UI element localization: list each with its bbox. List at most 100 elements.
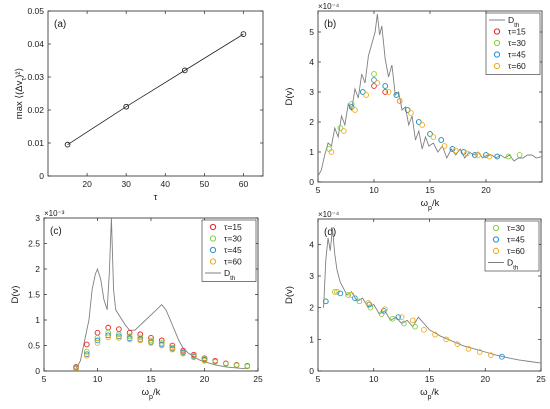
data-point xyxy=(499,353,505,360)
legend-marker-swatch xyxy=(493,62,501,70)
x-tick-label: 20 xyxy=(200,374,210,384)
data-point xyxy=(331,288,338,295)
x-tick-label: 20 xyxy=(82,179,92,189)
legend-marker-swatch xyxy=(209,235,217,242)
y-tick-label: 4 xyxy=(309,57,314,67)
data-point xyxy=(322,298,329,305)
data-point xyxy=(116,335,122,341)
data-point xyxy=(404,107,411,113)
data-point xyxy=(352,107,358,113)
legend-marker-swatch xyxy=(492,224,500,232)
y-tick-label: 1 xyxy=(309,334,314,344)
series-line-Dth xyxy=(75,218,248,369)
data-point xyxy=(181,67,188,74)
data-point xyxy=(137,334,144,341)
data-point xyxy=(454,341,461,347)
x-axis-label: τ xyxy=(154,192,158,203)
data-point xyxy=(158,342,165,349)
data-point xyxy=(475,152,482,158)
data-point xyxy=(486,153,493,160)
data-point xyxy=(83,352,90,359)
x-tick-label: 25 xyxy=(536,374,546,384)
data-point xyxy=(380,307,387,314)
legend-entry: Dth xyxy=(508,15,520,29)
data-point xyxy=(374,80,381,86)
x-tick-label: 10 xyxy=(369,374,379,384)
data-point xyxy=(464,150,470,157)
legend-entry: τ=60 xyxy=(507,246,525,256)
data-point xyxy=(190,354,197,361)
legend-marker-swatch xyxy=(492,236,500,243)
data-point xyxy=(337,290,344,297)
legend: τ=30 τ=45τ=60 Dth xyxy=(484,220,540,272)
x-tick-label: 40 xyxy=(161,179,171,189)
data-point xyxy=(126,336,133,343)
series-group xyxy=(73,218,251,371)
data-point xyxy=(412,323,418,330)
data-point xyxy=(337,125,344,131)
y-exponent-label: ×10⁻⁴ xyxy=(318,210,340,219)
data-point xyxy=(94,340,101,346)
y-tick-label: 0 xyxy=(39,171,44,181)
x-tick-label: 5 xyxy=(316,185,321,195)
legend-box xyxy=(201,219,257,282)
data-point xyxy=(116,331,122,338)
x-tick-label: 5 xyxy=(42,374,47,384)
y-tick-label: 4 xyxy=(309,239,314,249)
x-axis-label: ωp/k xyxy=(421,198,440,212)
y-tick-label: 0 xyxy=(309,177,314,187)
data-point xyxy=(408,110,414,116)
series-group xyxy=(64,31,247,148)
data-point xyxy=(385,89,392,95)
data-point xyxy=(169,346,176,353)
data-point xyxy=(73,366,79,371)
legend-marker-swatch xyxy=(493,28,501,35)
data-point xyxy=(363,92,370,98)
data-point xyxy=(334,288,340,295)
data-point xyxy=(427,131,433,137)
x-tick-label: 25 xyxy=(253,374,263,384)
data-point xyxy=(476,349,483,355)
data-point xyxy=(382,306,388,313)
x-tick-label: 5 xyxy=(316,374,321,384)
legend-marker-swatch xyxy=(493,51,501,58)
data-point xyxy=(180,350,186,357)
legend-entry: τ=45 xyxy=(507,235,525,245)
data-point xyxy=(471,152,478,158)
legend-entry: Dth xyxy=(224,268,236,282)
data-point xyxy=(371,71,377,77)
data-point xyxy=(432,331,438,338)
data-point xyxy=(430,134,437,140)
data-point xyxy=(395,314,402,321)
legend-entry: τ=15 xyxy=(508,27,526,37)
data-point xyxy=(483,152,489,158)
legend-entry: Dth xyxy=(507,258,519,272)
data-point xyxy=(398,314,405,321)
x-tick-label: 20 xyxy=(481,185,491,195)
data-point xyxy=(223,361,229,367)
data-point xyxy=(449,146,456,152)
y-tick-label: 1 xyxy=(309,147,314,157)
y-tick-label: 3 xyxy=(35,213,40,223)
data-point xyxy=(382,83,389,89)
panel-a: 20 30 40 50 60 0 0.01 0.02 0.03 0.04 0.05 τ max ⟨(Δv… xyxy=(14,6,264,203)
data-point xyxy=(348,292,355,298)
x-tick-label: 10 xyxy=(369,185,379,195)
data-point xyxy=(393,92,400,98)
legend-marker-swatch xyxy=(209,258,217,265)
series-group xyxy=(322,228,541,364)
panel-b: 5 10 15 20 0 1 2 3 4 5 ×10⁻⁴ ωp/k D(v) (b) Dthτ=15τ=30… xyxy=(284,2,543,212)
data-point xyxy=(201,357,208,364)
data-point xyxy=(371,83,377,89)
y-tick-label: 0.01 xyxy=(27,138,44,148)
x-tick-label: 15 xyxy=(146,374,156,384)
legend-marker-swatch xyxy=(209,246,217,254)
data-point xyxy=(356,298,363,305)
plot-area xyxy=(47,10,264,177)
legend-entry: τ=60 xyxy=(224,257,242,267)
data-point xyxy=(389,315,396,322)
y-tick-label: 0.04 xyxy=(27,39,44,49)
data-point xyxy=(382,89,389,95)
panel-d: 5 10 15 20 25 0 1 2 3 4 ×10⁻⁴ ωp/k D(v) (d) τ=30 τ=45τ=… xyxy=(284,210,546,401)
y-tick-label: 2.5 xyxy=(28,239,40,249)
